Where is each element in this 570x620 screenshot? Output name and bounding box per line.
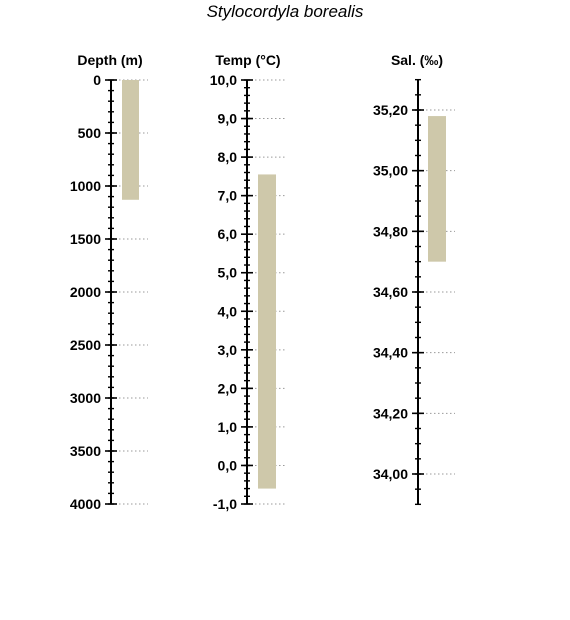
chart-title: Stylocordyla borealis [206,2,364,21]
sal-tick-label: 35,00 [373,163,408,179]
depth-tick-label: 3000 [70,390,101,406]
temp-tick-label: 1,0 [218,419,238,435]
depth-axis-label: Depth (m) [77,52,142,68]
temp-tick-label: 10,0 [210,72,237,88]
temp-range-bar [258,174,276,489]
depth-tick-label: 0 [93,72,101,88]
temp-tick-label: 7,0 [218,188,238,204]
temp-tick-label: 3,0 [218,342,238,358]
sal-axis-label: Sal. (‰) [391,52,443,68]
depth-tick-label: 500 [78,125,102,141]
temp-tick-label: 6,0 [218,226,238,242]
sal-tick-label: 34,20 [373,405,408,421]
sal-tick-label: 34,40 [373,345,408,361]
depth-range-bar [122,80,139,200]
temp-tick-label: -1,0 [213,496,237,512]
temp-tick-label: 8,0 [218,149,238,165]
depth-tick-label: 4000 [70,496,101,512]
sal-tick-label: 35,20 [373,102,408,118]
sal-tick-label: 34,60 [373,284,408,300]
depth-tick-label: 1000 [70,178,101,194]
temp-tick-label: 9,0 [218,111,238,127]
sal-range-bar [428,116,446,262]
temp-tick-label: 0,0 [218,457,238,473]
depth-tick-label: 1500 [70,231,101,247]
sal-tick-label: 34,80 [373,223,408,239]
temp-tick-label: 4,0 [218,303,238,319]
temp-axis-label: Temp (°C) [215,52,280,68]
depth-tick-label: 2000 [70,284,101,300]
depth-tick-label: 2500 [70,337,101,353]
temp-tick-label: 2,0 [218,380,238,396]
sal-tick-label: 34,00 [373,466,408,482]
depth-tick-label: 3500 [70,443,101,459]
temp-tick-label: 5,0 [218,265,238,281]
